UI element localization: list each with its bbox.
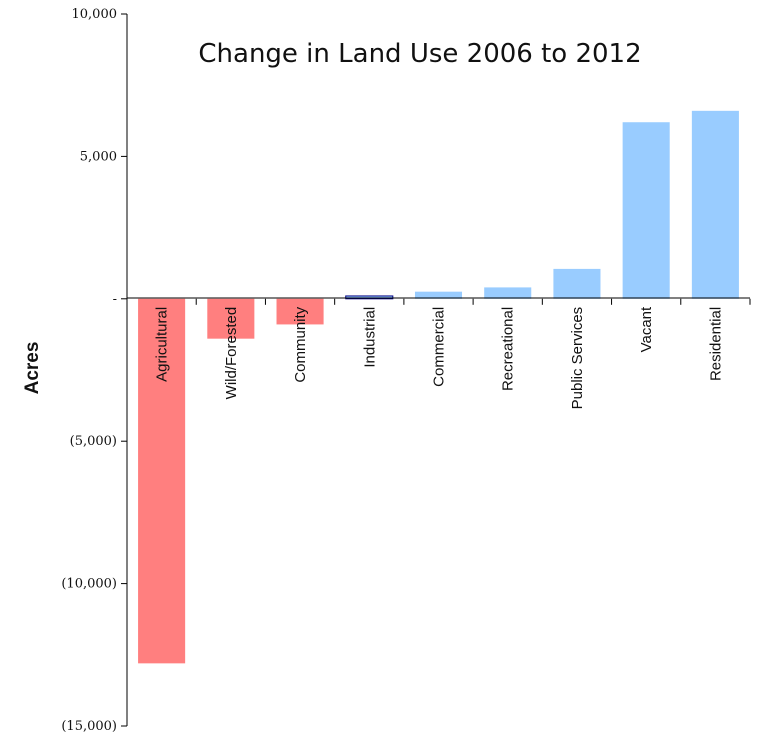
category-labels-group: Agricultural Wild/Forested Community Indust… — [154, 306, 725, 409]
chart-title: Change in Land Use 2006 to 2012 — [198, 39, 641, 69]
y-ticks-group: 10,000 5,000 - (5,000) (10,000) (15,000) — [61, 7, 751, 734]
bar-vacant — [622, 122, 670, 299]
y-tick-label: (10,000) — [61, 577, 117, 592]
category-label-industrial: Industrial — [361, 307, 378, 368]
category-label-recreational: Recreational — [500, 307, 517, 391]
category-label-vacant: Vacant — [638, 306, 655, 352]
category-label-agricultural: Agricultural — [154, 307, 171, 382]
category-label-public-services: Public Services — [569, 307, 586, 410]
category-label-wild-forested: Wild/Forested — [223, 307, 240, 400]
bar-public-services — [553, 268, 601, 299]
category-label-community: Community — [292, 306, 309, 382]
bar-commercial — [414, 291, 463, 299]
y-tick-label: 5,000 — [80, 149, 117, 164]
bar-industrial — [345, 295, 394, 300]
y-tick-label: (5,000) — [70, 434, 117, 449]
category-label-residential: Residential — [707, 307, 724, 381]
bar-recreational — [484, 287, 532, 299]
y-tick-label: 10,000 — [72, 7, 118, 22]
y-tick-label: (15,000) — [61, 719, 117, 734]
bar-agricultural — [138, 298, 186, 664]
y-tick-label: - — [113, 292, 117, 307]
bar-wild-forested — [207, 298, 255, 339]
bars-group — [138, 110, 739, 664]
bar-community — [276, 298, 324, 325]
bar-residential — [691, 110, 739, 299]
category-label-commercial: Commercial — [431, 307, 448, 387]
y-axis-title: Acres — [22, 342, 43, 395]
